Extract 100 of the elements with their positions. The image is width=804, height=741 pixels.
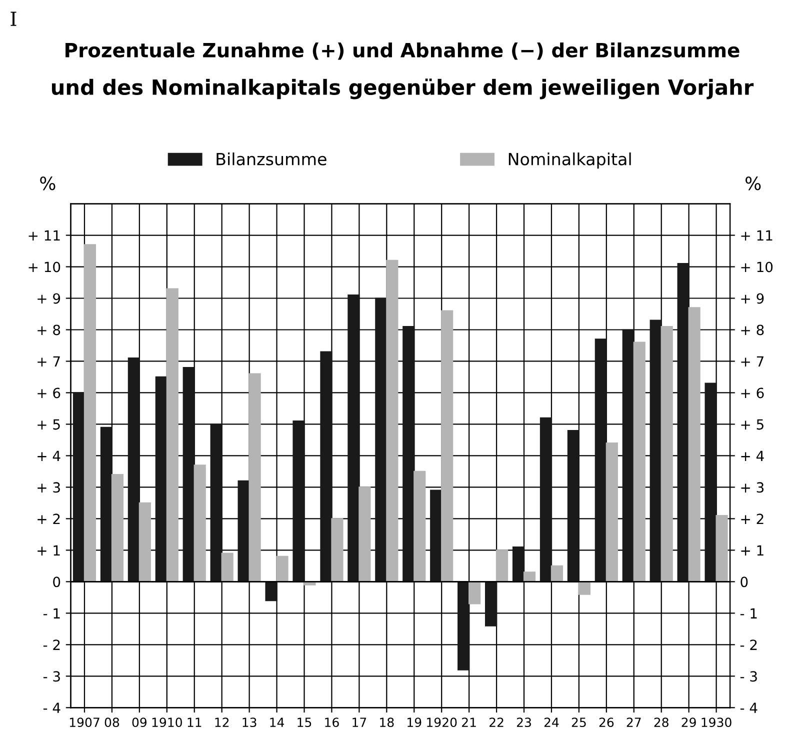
bar: [348, 294, 360, 582]
x-tick-label: 26: [599, 718, 614, 728]
x-tick-label: 19: [408, 718, 422, 728]
bar: [221, 552, 234, 582]
bar: [496, 550, 508, 582]
x-tick-label: 27: [626, 718, 641, 727]
x-tick-label: 29: [682, 718, 696, 728]
bar: [292, 420, 305, 582]
bar: [320, 351, 332, 582]
bar: [72, 392, 86, 582]
x-tick-label: 13: [242, 718, 256, 728]
y-tick-label: + 5: [38, 419, 60, 430]
y-tick-label: + 2: [38, 514, 60, 524]
bar: [155, 376, 168, 582]
bar: [128, 358, 140, 582]
x-tick-label: 18: [380, 718, 394, 728]
bar: [606, 442, 618, 582]
y2-tick-label: - 3: [740, 671, 757, 682]
y-tick-label: + 8: [38, 324, 60, 336]
x-tick-label: 16: [325, 718, 339, 728]
y-tick-label: + 11: [28, 230, 60, 241]
text: I: [10, 12, 16, 26]
bar: [265, 581, 278, 602]
x-tick-label: 23: [516, 718, 531, 728]
y-tick-label: + 1: [38, 545, 60, 556]
y-tick-label: + 7: [38, 356, 60, 367]
x-tick-label: 12: [215, 718, 229, 727]
bar: [578, 581, 590, 595]
bar: [248, 373, 261, 582]
x-tick-label: 11: [188, 718, 202, 727]
y2-tick-label: + 4: [741, 450, 764, 461]
legend-label: Nominalkapital: [508, 152, 631, 169]
x-tick-label: 21: [462, 718, 476, 727]
y-tick-label: - 1: [43, 608, 60, 618]
y2-tick-label: - 4: [740, 702, 758, 713]
bar: [166, 288, 178, 582]
x-tick-label: 1930: [702, 718, 732, 728]
bar: [210, 424, 222, 582]
bar: [386, 260, 398, 582]
bar: [512, 546, 525, 582]
y2-tick-label: - 1: [740, 608, 757, 618]
bar: [430, 490, 442, 582]
x-tick-label: 22: [490, 718, 504, 727]
x-tick-label: 24: [544, 718, 559, 727]
bar: [111, 474, 124, 582]
bar: [238, 480, 250, 582]
bar: [458, 581, 470, 670]
y-tick-label: + 6: [38, 388, 60, 398]
x-tick-label: 1907: [70, 718, 100, 728]
bar: [567, 430, 580, 582]
y2-tick-label: + 11: [741, 230, 772, 241]
x-tick-label: 28: [654, 718, 668, 728]
x-tick-label: 17: [352, 718, 366, 727]
bar: [594, 338, 607, 582]
y2-tick-label: + 10: [741, 262, 773, 272]
bar: [194, 464, 206, 582]
y2-tick-label: + 8: [741, 324, 764, 336]
legend-label: Bilanzsumme: [216, 152, 326, 166]
bar: [138, 502, 151, 582]
y2-tick-label: + 5: [741, 419, 764, 430]
x-tick-label: 08: [104, 718, 120, 728]
y-tick-label: - 3: [43, 671, 60, 682]
y-tick-label: + 10: [28, 262, 60, 272]
y-axis-title: %: [40, 176, 56, 190]
y2-tick-label: + 7: [741, 356, 764, 367]
y2-tick-label: + 6: [741, 388, 764, 398]
y-tick-label: + 4: [38, 450, 60, 461]
y-tick-label: 0: [53, 576, 60, 588]
bar: [358, 486, 371, 582]
y-tick-label: + 3: [38, 482, 60, 493]
bar: [402, 326, 415, 582]
bar: [550, 565, 564, 582]
bar: [716, 514, 728, 582]
bar: [650, 320, 662, 582]
bar: [84, 244, 96, 582]
bar: [688, 307, 700, 582]
y2-tick-label: + 9: [741, 293, 764, 304]
x-tick-label: 1910: [152, 718, 182, 728]
bar: [414, 470, 426, 582]
y2-tick-label: - 2: [740, 640, 757, 650]
bar: [331, 518, 344, 582]
y2-axis-title: %: [746, 176, 761, 190]
chart-title: Prozentuale Zunahme (+) und Abnahme (−) der Bilanzsumme: [66, 42, 740, 60]
bar: [540, 417, 552, 582]
y2-tick-label: + 1: [741, 545, 764, 556]
x-tick-label: 1920: [427, 718, 457, 728]
y2-tick-label: + 2: [741, 514, 764, 524]
bar: [523, 572, 536, 582]
bar: [182, 366, 195, 582]
bar: [660, 326, 673, 582]
bar: [441, 310, 454, 582]
y-tick-label: - 2: [43, 640, 60, 650]
y-tick-label: - 4: [43, 702, 60, 713]
chart-subtitle: und des Nominalkapitals gegenüber dem jeweiligen Vorjahr: [52, 78, 754, 100]
bar: [704, 382, 717, 582]
bar: [633, 342, 646, 582]
bar: [622, 329, 634, 582]
y2-tick-label: + 3: [741, 482, 764, 493]
bar: [484, 581, 498, 626]
x-tick-label: 14: [270, 718, 284, 727]
